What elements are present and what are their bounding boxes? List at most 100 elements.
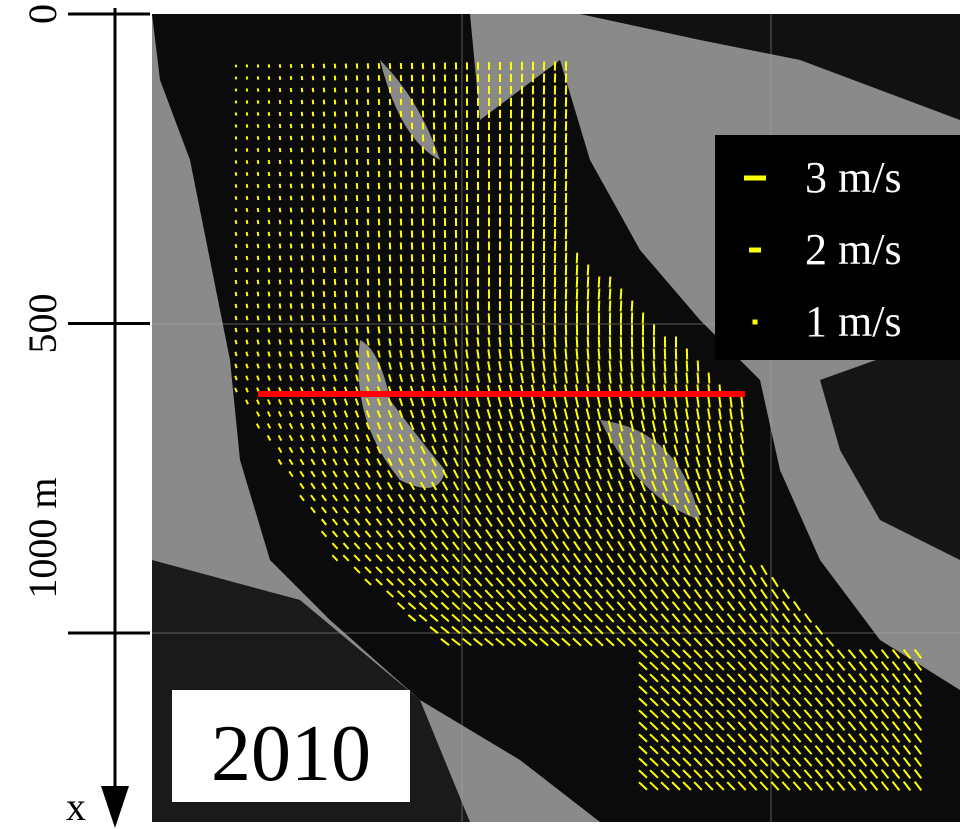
velocity-vector: [654, 361, 655, 372]
velocity-vector: [335, 207, 336, 213]
velocity-vector: [301, 339, 302, 345]
velocity-vector: [544, 325, 545, 335]
velocity-vector: [621, 289, 622, 300]
velocity-vector: [565, 361, 566, 372]
velocity-vector: [269, 220, 270, 224]
velocity-vector: [236, 148, 237, 151]
velocity-vector: [335, 147, 336, 152]
velocity-vector: [269, 208, 270, 212]
velocity-vector: [324, 315, 325, 321]
velocity-vector: [499, 337, 500, 347]
velocity-vector: [632, 349, 633, 360]
velocity-vector: [577, 337, 578, 348]
velocity-vector: [346, 171, 347, 177]
velocity-vector: [236, 208, 237, 212]
velocity-vector: [280, 136, 281, 140]
velocity-vector: [335, 183, 336, 188]
velocity-vector: [357, 255, 358, 261]
velocity-vector: [599, 337, 600, 348]
velocity-vector: [280, 172, 281, 176]
velocity-vector: [433, 338, 434, 346]
velocity-vector: [268, 328, 269, 333]
velocity-vector: [609, 361, 610, 372]
velocity-vector: [610, 289, 611, 300]
velocity-vector: [368, 279, 369, 286]
velocity-vector: [676, 361, 677, 372]
velocity-vector: [302, 279, 303, 284]
velocity-vector: [346, 231, 347, 237]
velocity-vector: [236, 304, 237, 308]
velocity-vector: [291, 267, 292, 272]
velocity-vector: [313, 207, 314, 212]
velocity-vector: [477, 337, 478, 346]
velocity-vector: [236, 232, 237, 236]
velocity-vector: [346, 291, 347, 297]
velocity-vector: [356, 339, 357, 346]
velocity-vector: [313, 279, 314, 285]
velocity-vector: [631, 373, 632, 384]
velocity-vector: [313, 315, 314, 321]
velocity-vector: [291, 303, 292, 308]
velocity-vector: [346, 303, 347, 309]
velocity-vector: [236, 196, 237, 199]
velocity-vector: [258, 232, 259, 236]
velocity-vector: [258, 316, 259, 321]
velocity-vector: [368, 267, 369, 274]
velocity-vector: [324, 136, 325, 141]
velocity-vector: [247, 184, 248, 188]
velocity-vector: [423, 326, 424, 334]
velocity-vector: [621, 349, 622, 360]
velocity-vector: [269, 196, 270, 200]
velocity-vector: [576, 349, 577, 360]
velocity-vector: [246, 328, 247, 332]
velocity-vector: [345, 327, 346, 333]
velocity-vector: [346, 315, 347, 321]
velocity-vector: [588, 337, 589, 348]
velocity-vector: [456, 314, 457, 323]
velocity-vector: [632, 361, 633, 372]
velocity-vector: [588, 277, 589, 288]
velocity-vector: [324, 112, 325, 117]
velocity-vector: [235, 328, 236, 332]
velocity-vector: [302, 100, 303, 104]
velocity-vector: [324, 255, 325, 261]
velocity-vector: [291, 279, 292, 284]
velocity-vector: [302, 196, 303, 201]
velocity-vector: [335, 315, 336, 321]
velocity-vector: [621, 301, 622, 312]
velocity-vector: [291, 220, 292, 225]
legend-label: 1 m/s: [805, 297, 902, 346]
velocity-vector: [258, 136, 259, 140]
velocity-vector: [368, 255, 369, 261]
velocity-vector: [247, 280, 248, 284]
velocity-vector: [620, 373, 621, 384]
velocity-vector: [258, 256, 259, 260]
velocity-vector: [313, 148, 314, 153]
velocity-vector: [269, 184, 270, 188]
velocity-vector: [247, 256, 248, 260]
velocity-vector: [368, 243, 369, 249]
velocity-vector: [269, 292, 270, 297]
velocity-vector: [302, 267, 303, 272]
velocity-vector: [324, 303, 325, 309]
velocity-vector: [675, 373, 676, 384]
velocity-vector: [335, 291, 336, 297]
velocity-vector: [335, 195, 336, 200]
velocity-vector: [302, 303, 303, 308]
velocity-vector: [522, 325, 523, 335]
velocity-vector: [236, 244, 237, 248]
velocity-vector: [357, 267, 358, 273]
velocity-vector: [246, 352, 247, 356]
velocity-vector: [477, 349, 478, 358]
velocity-vector: [280, 280, 281, 285]
velocity-vector: [466, 350, 467, 359]
velocity-vector: [401, 314, 402, 321]
velocity-vector: [456, 326, 457, 335]
velocity-vector: [313, 112, 314, 117]
velocity-vector: [302, 184, 303, 189]
velocity-vector: [258, 268, 259, 272]
velocity-vector: [291, 100, 292, 104]
velocity-vector: [269, 244, 270, 248]
velocity-vector: [258, 244, 259, 248]
velocity-vector: [599, 277, 600, 288]
